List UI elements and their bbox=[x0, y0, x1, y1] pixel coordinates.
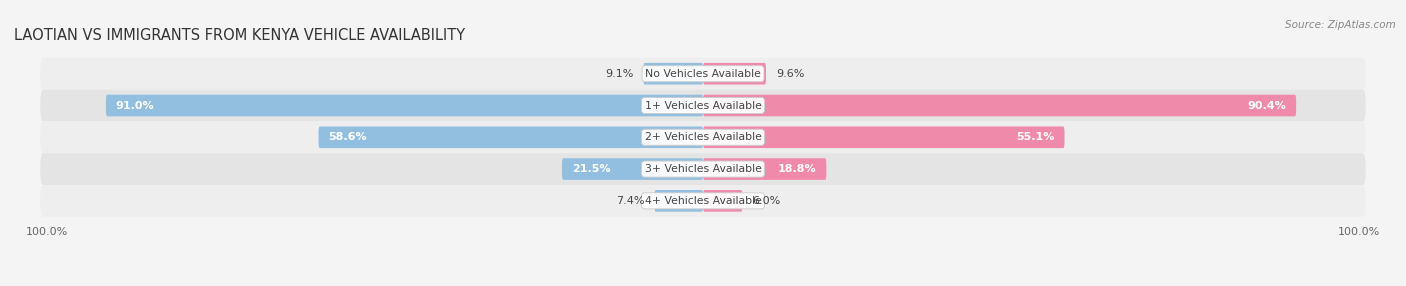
Text: 6.0%: 6.0% bbox=[752, 196, 780, 206]
FancyBboxPatch shape bbox=[41, 153, 1365, 185]
FancyBboxPatch shape bbox=[41, 58, 1365, 90]
FancyBboxPatch shape bbox=[644, 63, 703, 85]
Text: 21.5%: 21.5% bbox=[572, 164, 610, 174]
FancyBboxPatch shape bbox=[41, 121, 1365, 153]
FancyBboxPatch shape bbox=[703, 63, 766, 85]
Text: 18.8%: 18.8% bbox=[778, 164, 817, 174]
Text: 4+ Vehicles Available: 4+ Vehicles Available bbox=[644, 196, 762, 206]
Text: 1+ Vehicles Available: 1+ Vehicles Available bbox=[644, 100, 762, 110]
FancyBboxPatch shape bbox=[703, 190, 742, 212]
FancyBboxPatch shape bbox=[654, 190, 703, 212]
Text: 91.0%: 91.0% bbox=[115, 100, 155, 110]
Text: 90.4%: 90.4% bbox=[1247, 100, 1286, 110]
Text: No Vehicles Available: No Vehicles Available bbox=[645, 69, 761, 79]
FancyBboxPatch shape bbox=[703, 126, 1064, 148]
Text: 9.1%: 9.1% bbox=[605, 69, 634, 79]
FancyBboxPatch shape bbox=[105, 95, 703, 116]
FancyBboxPatch shape bbox=[41, 185, 1365, 217]
Text: 55.1%: 55.1% bbox=[1017, 132, 1054, 142]
FancyBboxPatch shape bbox=[703, 95, 1296, 116]
FancyBboxPatch shape bbox=[562, 158, 703, 180]
Text: 58.6%: 58.6% bbox=[329, 132, 367, 142]
Text: Source: ZipAtlas.com: Source: ZipAtlas.com bbox=[1285, 20, 1396, 30]
Text: 3+ Vehicles Available: 3+ Vehicles Available bbox=[644, 164, 762, 174]
Text: LAOTIAN VS IMMIGRANTS FROM KENYA VEHICLE AVAILABILITY: LAOTIAN VS IMMIGRANTS FROM KENYA VEHICLE… bbox=[14, 28, 465, 43]
Text: 9.6%: 9.6% bbox=[776, 69, 804, 79]
Text: 7.4%: 7.4% bbox=[616, 196, 644, 206]
FancyBboxPatch shape bbox=[319, 126, 703, 148]
Text: 2+ Vehicles Available: 2+ Vehicles Available bbox=[644, 132, 762, 142]
FancyBboxPatch shape bbox=[41, 90, 1365, 121]
FancyBboxPatch shape bbox=[703, 158, 827, 180]
